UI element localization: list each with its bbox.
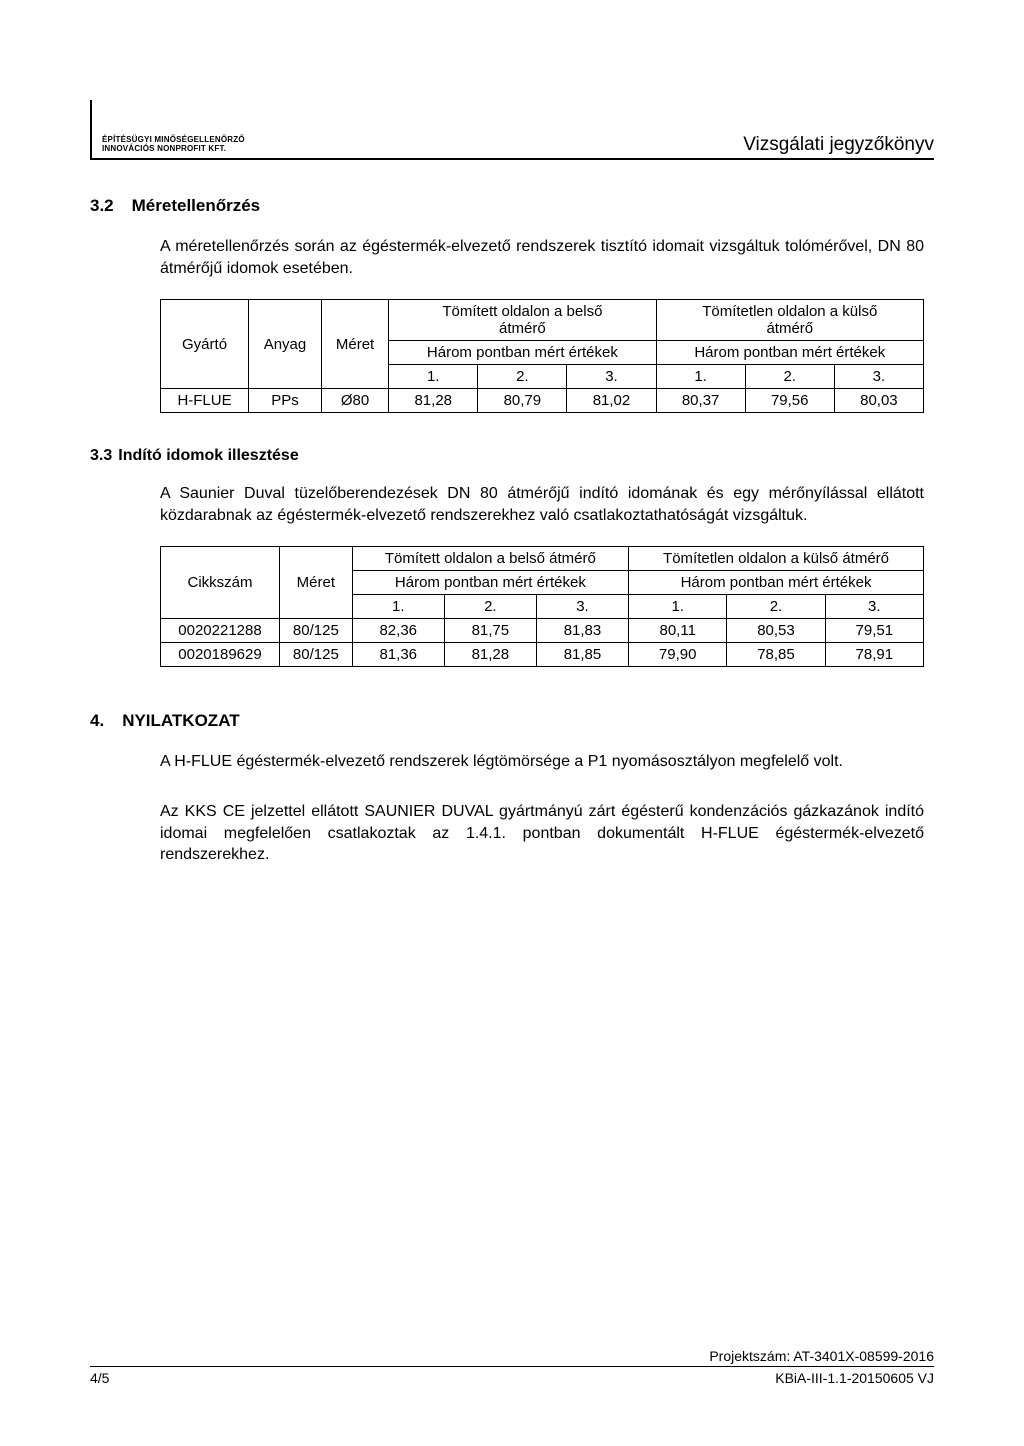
cell-v1: 81,36	[352, 643, 444, 667]
t2c3a: 3.	[536, 595, 628, 619]
section-3-3-num: 3.3	[90, 447, 112, 465]
section-3-3-intro: A Saunier Duval tüzelőberendezések DN 80…	[160, 483, 924, 526]
table-3-2: Gyártó Anyag Méret Tömített oldalon a be…	[160, 299, 924, 413]
footer-docref: KBiA-III-1.1-20150605 VJ	[775, 1370, 934, 1386]
cell-v6: 79,51	[825, 619, 923, 643]
col-anyag: Anyag	[249, 300, 322, 389]
doc-title: Vizsgálati jegyzőkönyv	[743, 134, 934, 156]
cell-meret: Ø80	[321, 389, 388, 413]
grp1-title2: Tömített oldalon a belső átmérő	[352, 547, 628, 571]
t2c3b: 3.	[825, 595, 923, 619]
t2c2a: 2.	[444, 595, 536, 619]
grp2-l2: átmérő	[766, 320, 813, 337]
grp2-title2: Tömítetlen oldalon a külső átmérő	[629, 547, 924, 571]
cell-v1: 82,36	[352, 619, 444, 643]
page-footer: Projektszám: AT-3401X-08599-2016 4/5 KBi…	[90, 1348, 934, 1386]
section-3-2-heading: 3.2 Méretellenőrzés	[90, 196, 934, 216]
cell-meret: 80/125	[280, 619, 353, 643]
section-3-2-title: Méretellenőrzés	[132, 196, 261, 216]
page: ÉPÍTÉSÜGYI MINŐSÉGELLENŐRZŐ INNOVÁCIÓS N…	[0, 0, 1024, 1446]
section-3-2-intro: A méretellenőrzés során az égéstermék-el…	[160, 236, 924, 279]
cell-v2: 81,28	[444, 643, 536, 667]
cell-v3: 81,02	[567, 389, 656, 413]
section-3-3-body: A Saunier Duval tüzelőberendezések DN 80…	[90, 483, 934, 667]
t2c1a: 1.	[352, 595, 444, 619]
col-gyarto: Gyártó	[161, 300, 249, 389]
col-cikk: Cikkszám	[161, 547, 280, 619]
org-line1: ÉPÍTÉSÜGYI MINŐSÉGELLENŐRZŐ	[102, 135, 245, 144]
section-3-3-heading: 3.3 Indító idomok illesztése	[90, 447, 934, 465]
cell-v1: 81,28	[389, 389, 478, 413]
cell-cikk: 0020189629	[161, 643, 280, 667]
section-4-heading: 4. NYILATKOZAT	[90, 711, 934, 731]
grp2-sub: Három pontban mért értékek	[656, 341, 923, 365]
c1a: 1.	[389, 365, 478, 389]
c2a: 2.	[478, 365, 567, 389]
org-line2: INNOVÁCIÓS NONPROFIT KFT.	[102, 144, 226, 153]
section-4-title: NYILATKOZAT	[122, 711, 239, 731]
section-4-num: 4.	[90, 711, 104, 731]
section-3-3-title: Indító idomok illesztése	[118, 447, 298, 465]
section-4-p1: A H-FLUE égéstermék-elvezető rendszerek …	[160, 751, 924, 773]
grp1-title: Tömített oldalon a belső átmérő	[389, 300, 656, 341]
cell-v6: 80,03	[834, 389, 923, 413]
cell-v5: 78,85	[727, 643, 825, 667]
table-3-3: Cikkszám Méret Tömített oldalon a belső …	[160, 546, 924, 667]
t2c1b: 1.	[629, 595, 727, 619]
col-meret2: Méret	[280, 547, 353, 619]
cell-gyarto: H-FLUE	[161, 389, 249, 413]
cell-v3: 81,83	[536, 619, 628, 643]
cell-v4: 80,37	[656, 389, 745, 413]
section-3-2-num: 3.2	[90, 196, 114, 216]
c3b: 3.	[834, 365, 923, 389]
cell-v4: 79,90	[629, 643, 727, 667]
footer-page: 4/5	[90, 1370, 109, 1386]
t2c2b: 2.	[727, 595, 825, 619]
grp1-sub: Három pontban mért értékek	[389, 341, 656, 365]
cell-meret: 80/125	[280, 643, 353, 667]
cell-v4: 80,11	[629, 619, 727, 643]
grp2-l1: Tömítetlen oldalon a külső	[702, 303, 877, 320]
grp1-l2: átmérő	[499, 320, 546, 337]
cell-v5: 79,56	[745, 389, 834, 413]
cell-v6: 78,91	[825, 643, 923, 667]
grp1-sub2: Három pontban mért értékek	[352, 571, 628, 595]
page-header: ÉPÍTÉSÜGYI MINŐSÉGELLENŐRZŐ INNOVÁCIÓS N…	[90, 100, 934, 160]
cell-v5: 80,53	[727, 619, 825, 643]
cell-anyag: PPs	[249, 389, 322, 413]
table-row: 0020189629 80/125 81,36 81,28 81,85 79,9…	[161, 643, 924, 667]
org-name: ÉPÍTÉSÜGYI MINŐSÉGELLENŐRZŐ INNOVÁCIÓS N…	[102, 136, 245, 156]
section-4-body: A H-FLUE égéstermék-elvezető rendszerek …	[90, 751, 934, 865]
cell-v3: 81,85	[536, 643, 628, 667]
cell-v2: 80,79	[478, 389, 567, 413]
section-4-p2: Az KKS CE jelzettel ellátott SAUNIER DUV…	[160, 801, 924, 866]
grp2-title: Tömítetlen oldalon a külső átmérő	[656, 300, 923, 341]
footer-project: Projektszám: AT-3401X-08599-2016	[90, 1348, 934, 1367]
c3a: 3.	[567, 365, 656, 389]
table-row: 0020221288 80/125 82,36 81,75 81,83 80,1…	[161, 619, 924, 643]
cell-v2: 81,75	[444, 619, 536, 643]
grp1-l1: Tömített oldalon a belső	[442, 303, 602, 320]
c1b: 1.	[656, 365, 745, 389]
cell-cikk: 0020221288	[161, 619, 280, 643]
c2b: 2.	[745, 365, 834, 389]
section-3-2-body: A méretellenőrzés során az égéstermék-el…	[90, 236, 934, 413]
grp2-sub2: Három pontban mért értékek	[629, 571, 924, 595]
table-row: H-FLUE PPs Ø80 81,28 80,79 81,02 80,37 7…	[161, 389, 924, 413]
col-meret: Méret	[321, 300, 388, 389]
